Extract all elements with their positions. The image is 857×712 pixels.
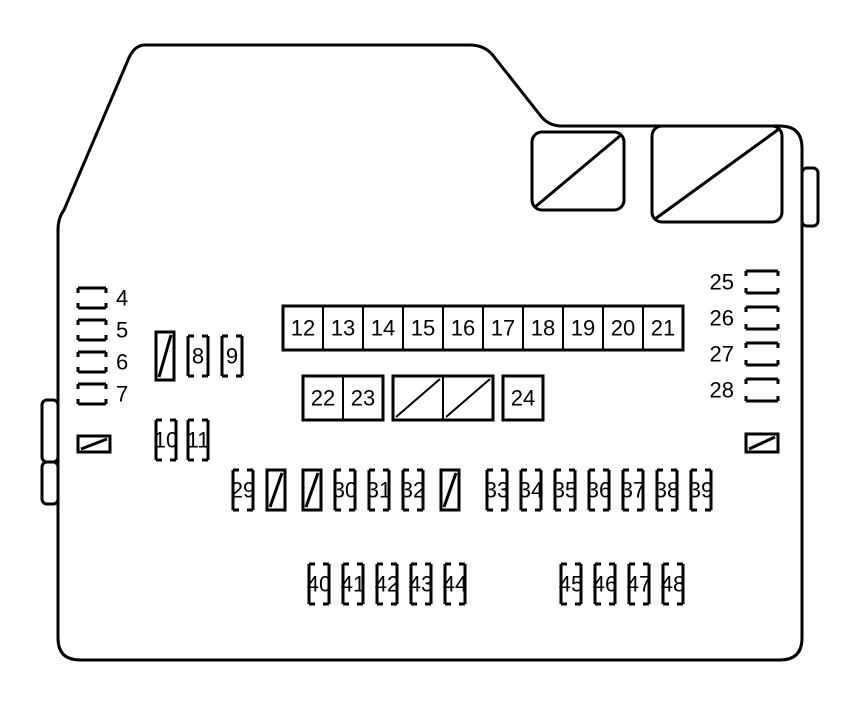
svg-text:35: 35: [553, 478, 577, 503]
svg-text:4: 4: [116, 286, 128, 311]
svg-text:30: 30: [333, 478, 357, 503]
svg-text:40: 40: [307, 572, 331, 597]
svg-text:29: 29: [231, 478, 255, 503]
svg-text:44: 44: [443, 572, 467, 597]
svg-text:45: 45: [559, 572, 583, 597]
svg-text:9: 9: [226, 344, 238, 369]
svg-text:32: 32: [401, 478, 425, 503]
svg-text:21: 21: [651, 316, 675, 341]
svg-text:46: 46: [593, 572, 617, 597]
svg-text:6: 6: [116, 350, 128, 375]
svg-text:10: 10: [154, 428, 178, 453]
fuse-box-diagram: 4567252627288910111213141516171819202122…: [0, 0, 857, 712]
svg-text:28: 28: [710, 378, 734, 403]
svg-text:16: 16: [451, 316, 475, 341]
svg-text:33: 33: [485, 478, 509, 503]
svg-text:47: 47: [627, 572, 651, 597]
svg-text:11: 11: [187, 428, 210, 453]
svg-text:12: 12: [291, 316, 315, 341]
svg-text:41: 41: [341, 572, 365, 597]
svg-text:31: 31: [367, 478, 391, 503]
svg-text:24: 24: [511, 386, 535, 411]
svg-text:17: 17: [491, 316, 515, 341]
svg-text:8: 8: [192, 344, 204, 369]
svg-text:48: 48: [661, 572, 685, 597]
svg-text:15: 15: [411, 316, 435, 341]
svg-text:39: 39: [689, 478, 713, 503]
svg-text:27: 27: [710, 342, 734, 367]
svg-text:25: 25: [710, 270, 734, 295]
svg-text:5: 5: [116, 318, 128, 343]
svg-text:36: 36: [587, 478, 611, 503]
svg-text:42: 42: [375, 572, 399, 597]
svg-text:14: 14: [371, 316, 395, 341]
svg-text:22: 22: [311, 386, 335, 411]
svg-text:26: 26: [710, 306, 734, 331]
svg-text:37: 37: [621, 478, 645, 503]
svg-text:38: 38: [655, 478, 679, 503]
svg-text:19: 19: [571, 316, 595, 341]
svg-text:23: 23: [351, 386, 375, 411]
svg-text:13: 13: [331, 316, 355, 341]
svg-text:7: 7: [116, 382, 128, 407]
svg-text:34: 34: [519, 478, 543, 503]
svg-text:43: 43: [409, 572, 433, 597]
svg-text:18: 18: [531, 316, 555, 341]
svg-text:20: 20: [611, 316, 635, 341]
